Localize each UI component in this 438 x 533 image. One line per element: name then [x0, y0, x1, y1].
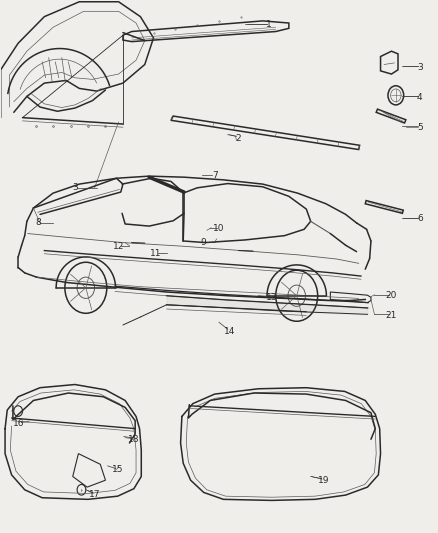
- Text: 6: 6: [417, 214, 423, 223]
- Text: 19: 19: [318, 476, 329, 484]
- Text: 1: 1: [266, 20, 272, 29]
- Text: 20: 20: [386, 291, 397, 300]
- Text: 8: 8: [35, 219, 41, 228]
- Text: 17: 17: [89, 489, 100, 498]
- Text: 2: 2: [236, 134, 241, 143]
- Text: 4: 4: [417, 93, 423, 102]
- Text: 5: 5: [417, 123, 423, 132]
- Text: 12: 12: [113, 242, 124, 251]
- Text: 3: 3: [72, 183, 78, 192]
- Text: 7: 7: [212, 171, 218, 180]
- Text: 11: 11: [150, 249, 162, 259]
- Text: 9: 9: [201, 238, 207, 247]
- Text: 21: 21: [386, 311, 397, 320]
- Text: 18: 18: [128, 435, 140, 444]
- Text: 14: 14: [224, 327, 236, 336]
- Text: 13: 13: [265, 293, 277, 302]
- Text: 10: 10: [213, 224, 225, 233]
- Text: 16: 16: [13, 419, 25, 428]
- Text: 15: 15: [112, 465, 124, 474]
- Text: 3: 3: [417, 63, 423, 71]
